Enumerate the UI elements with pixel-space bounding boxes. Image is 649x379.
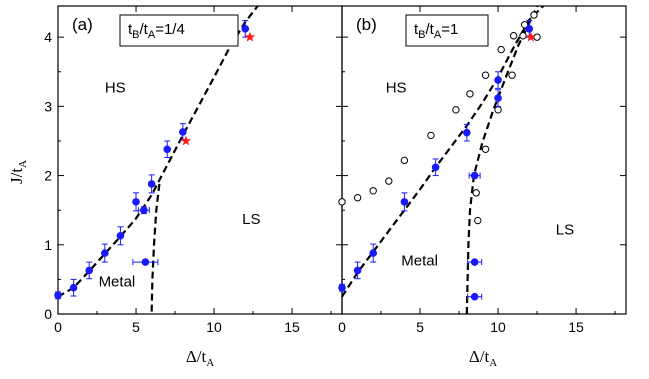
open-circle-point [385,177,393,185]
open-circle-point [466,90,474,98]
filled-data-point [470,258,479,266]
filled-data-point [141,258,150,266]
y-axis-title: J/tA [7,160,29,184]
filled-data-point [179,128,187,136]
y-tick-label: 3 [44,98,52,114]
x-tick-label: 0 [54,319,62,335]
phase-boundary-line [57,5,259,298]
filled-data-point [400,198,409,206]
filled-data-point [338,283,346,292]
y-tick-label: 0 [44,306,52,322]
filled-data-point [147,180,156,188]
x-tick-label: 10 [206,319,222,335]
open-circle-point [520,20,529,29]
plot-frame [57,5,343,315]
plot-frame [341,5,627,315]
phase-boundary-line [341,5,545,298]
panel-a: 0 5 10 15 0 1 2 3 4 (a) tB/tA=1/4 HS LS Metal [44,5,343,335]
filled-data-point [241,25,250,33]
x-tick-label: 15 [568,319,584,335]
region-label-metal: Metal [99,273,136,290]
filled-data-point [470,292,479,301]
region-label-ls: LS [556,221,574,238]
x-tick-label: 5 [416,319,424,335]
parameter-box [119,14,239,47]
open-circle-point [481,145,490,153]
open-circle-point [530,11,538,19]
y-tick-label: 1 [44,237,52,253]
region-label-ls: LS [242,211,260,228]
open-circle-point [353,194,362,202]
panel-label: (b) [356,15,377,34]
filled-data-point [69,283,78,292]
region-label-metal: Metal [401,253,438,270]
parameter-label: tB/tA=1 [414,21,458,41]
filled-data-point [369,249,378,257]
filled-data-point [163,145,172,154]
open-circle-point [494,106,502,114]
phase-boundary-line [150,183,161,315]
filled-data-point [140,206,148,214]
x-axis-title-b: Δ/tA [469,347,497,369]
filled-data-point [54,291,62,300]
open-circle-point [452,106,460,114]
open-circle-point [472,189,480,197]
filled-data-point [116,231,125,240]
x-tick-label: 10 [490,319,506,335]
x-tick-label: 15 [284,319,300,335]
filled-data-point [494,76,502,84]
filled-data-point [132,198,140,206]
filled-data-point [494,94,502,102]
panel-b: 0 5 10 15 (b) tB/tA=1 HS LS Metal [338,5,627,335]
y-tick-label: 2 [44,168,52,184]
star-point [525,31,536,42]
open-circle-point [497,45,505,54]
x-tick-label: 5 [132,319,140,335]
y-tick-label: 4 [44,29,52,45]
open-circle-point [481,71,490,79]
filled-data-point [85,266,94,275]
open-circle-point [474,216,482,225]
open-circle-point [508,71,516,79]
parameter-box [405,14,489,47]
star-point [244,31,256,42]
region-label-hs: HS [105,80,126,97]
parameter-label: tB/tA=1/4 [128,21,185,41]
filled-data-point [431,163,440,172]
filled-data-point [470,171,479,180]
filled-data-point [101,249,109,257]
open-circle-point [509,32,518,40]
open-circle-point [533,33,541,41]
panel-label: (a) [72,15,93,34]
filled-data-point [463,128,471,137]
open-circle-point [519,32,527,40]
x-tick-label: 0 [338,319,346,335]
open-circle-point [338,198,346,206]
filled-data-point [525,25,534,33]
phase-boundary-line [465,5,539,315]
x-axis-title-a: Δ/tA [186,347,214,369]
open-circle-point [369,187,377,195]
open-circle-point [427,131,435,140]
filled-data-point [353,266,362,275]
region-label-hs: HS [386,80,407,97]
open-circle-point [400,156,409,165]
star-point [180,135,192,146]
